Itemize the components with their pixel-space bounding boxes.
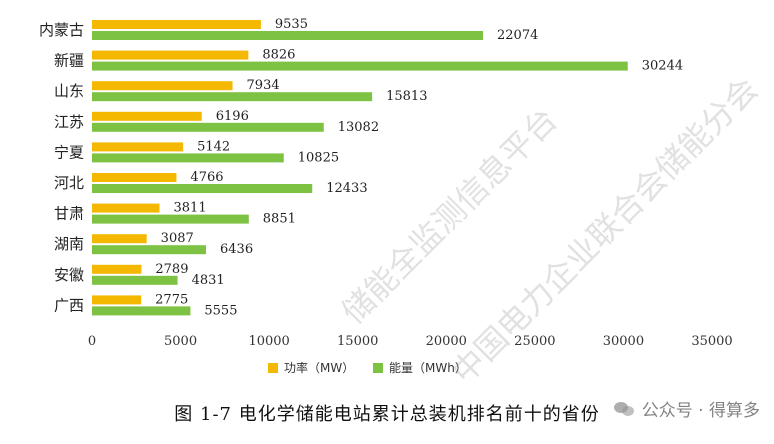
data-label: 4766 — [190, 170, 223, 185]
bar — [92, 264, 142, 274]
data-label: 22074 — [497, 28, 538, 43]
bar — [92, 31, 484, 40]
bar — [92, 184, 313, 193]
data-label: 10825 — [298, 150, 339, 165]
bar — [92, 20, 261, 29]
data-label: 13082 — [338, 120, 379, 135]
x-tick-label: 35000 — [691, 334, 732, 349]
bar — [92, 50, 249, 60]
legend-label: 能量（MWh） — [389, 361, 467, 375]
bar — [92, 61, 628, 71]
category-label: 江苏 — [54, 113, 84, 131]
bar — [92, 306, 191, 316]
bar — [92, 92, 373, 102]
bar-chart: 9535 22074 8826 30244 7934 15813 6196 13082 5142… — [39, 17, 733, 375]
wechat-icon — [613, 400, 636, 418]
bars-group: 9535 22074 8826 30244 7934 15813 6196 13082 5142… — [92, 17, 683, 318]
category-label: 内蒙古 — [39, 21, 84, 39]
legend: 功率（MW） 能量（MWh） — [268, 360, 467, 375]
x-axis-ticks: 0 5000 10000 15000 20000 25000 30000 35000 — [88, 334, 733, 349]
bar — [92, 81, 233, 91]
category-label: 湖南 — [54, 235, 84, 253]
data-label: 3087 — [161, 231, 194, 246]
bar — [92, 203, 160, 213]
data-label: 5142 — [197, 139, 230, 154]
bar — [92, 122, 324, 132]
data-label: 6196 — [216, 109, 249, 124]
x-tick-label: 20000 — [426, 334, 467, 349]
data-label: 12433 — [326, 181, 367, 196]
x-tick-label: 15000 — [337, 334, 378, 349]
data-label: 8851 — [263, 212, 296, 227]
x-tick-label: 5000 — [164, 334, 197, 349]
legend-swatch — [373, 363, 383, 373]
data-label: 9535 — [275, 17, 308, 32]
bar — [92, 153, 284, 163]
bar — [92, 275, 178, 285]
data-label: 8826 — [262, 48, 295, 63]
data-label: 4831 — [192, 273, 225, 288]
x-tick-label: 0 — [88, 334, 96, 349]
category-label: 山东 — [54, 82, 84, 100]
bar — [92, 295, 142, 305]
bar — [92, 234, 147, 244]
data-label: 30244 — [642, 59, 683, 74]
data-label: 3811 — [174, 201, 207, 216]
legend-label: 功率（MW） — [284, 360, 354, 375]
bar — [92, 142, 184, 152]
category-label: 宁夏 — [54, 143, 84, 161]
bar — [92, 214, 249, 224]
category-label: 广西 — [54, 296, 84, 314]
figure-caption: 图 1-7 电化学储能电站累计总装机排名前十的省份 — [174, 404, 600, 425]
data-label: 6436 — [220, 242, 253, 257]
data-label: 2789 — [155, 262, 188, 277]
x-tick-label: 10000 — [248, 334, 289, 349]
legend-swatch — [268, 363, 278, 373]
wechat-account-text: 公众号 · 得算多 — [641, 401, 760, 421]
bar — [92, 245, 207, 255]
category-label: 甘肃 — [54, 205, 84, 223]
category-label: 新疆 — [54, 52, 84, 70]
data-label: 5555 — [204, 303, 237, 318]
bar — [92, 173, 177, 182]
x-tick-label: 30000 — [603, 334, 644, 349]
data-label: 15813 — [386, 89, 427, 104]
x-tick-label: 25000 — [514, 334, 555, 349]
bar — [92, 111, 202, 121]
wechat-watermark: 公众号 · 得算多 — [613, 396, 760, 421]
category-label: 河北 — [54, 174, 84, 192]
data-label: 2775 — [155, 292, 188, 307]
data-label: 7934 — [247, 78, 280, 93]
category-label: 安徽 — [54, 266, 84, 284]
